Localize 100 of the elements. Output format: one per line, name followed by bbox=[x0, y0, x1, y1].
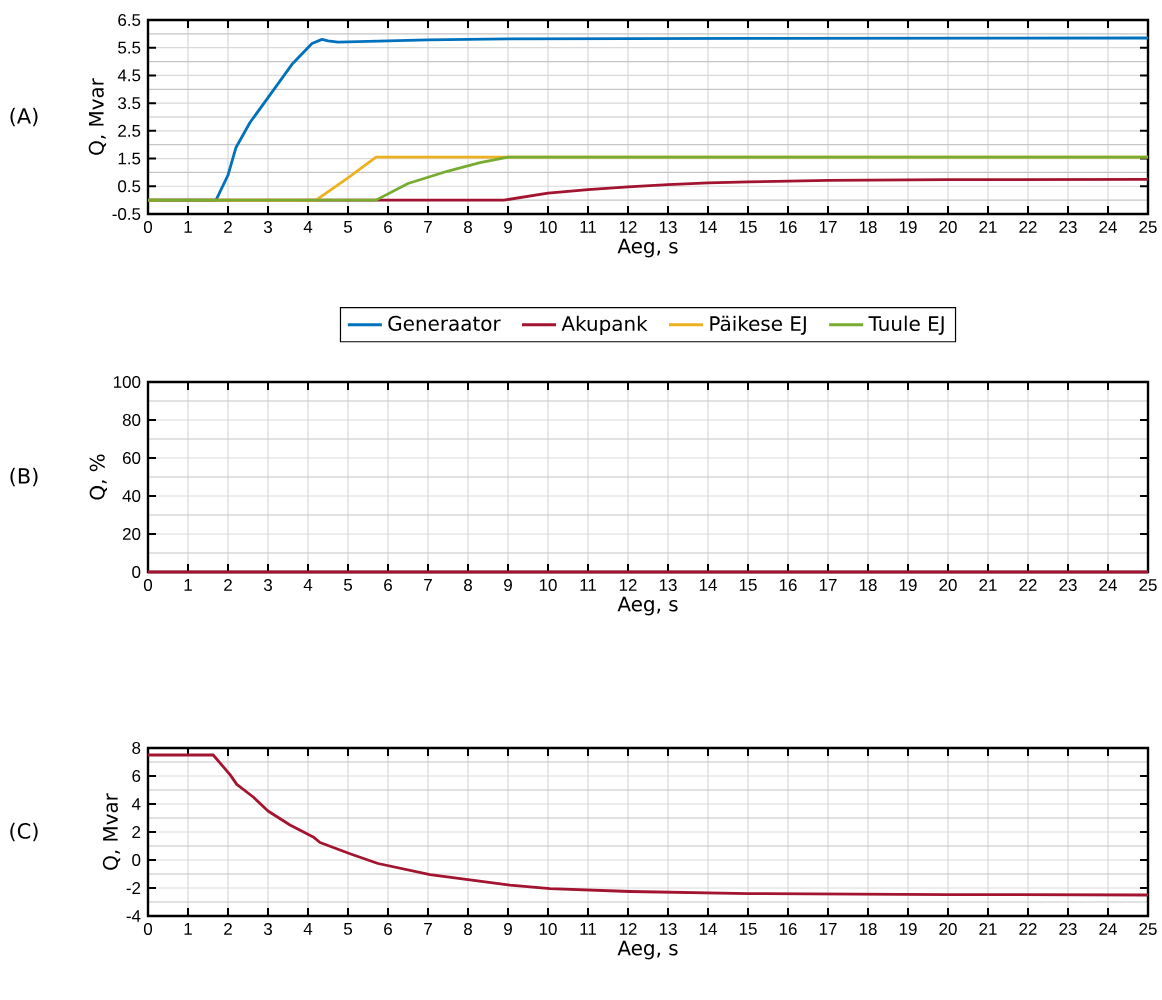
x-tick-label: 1 bbox=[184, 923, 192, 935]
x-tick-label: 17 bbox=[819, 221, 837, 233]
x-axis-title: Aeg, s bbox=[617, 940, 678, 960]
y-tick-label: 4.5 bbox=[117, 69, 141, 82]
legend-label: Generaator bbox=[388, 315, 501, 331]
x-tick-label: 1 bbox=[184, 221, 192, 233]
x-axis-title: Aeg, s bbox=[617, 238, 678, 258]
x-tick-label: 18 bbox=[859, 221, 877, 234]
y-tick-label: 2 bbox=[132, 826, 141, 838]
legend-label: Tuule EJ bbox=[868, 315, 944, 335]
x-tick-label: 5 bbox=[343, 221, 353, 233]
x-tick-label: 11 bbox=[580, 923, 596, 935]
x-tick-label: 23 bbox=[1059, 221, 1077, 234]
x-tick-label: 25 bbox=[1139, 923, 1157, 936]
x-tick-label: 15 bbox=[739, 923, 757, 935]
y-tick-label: 4 bbox=[131, 798, 141, 810]
y-tick-label: -4 bbox=[126, 910, 141, 922]
x-tick-label: 12 bbox=[619, 579, 637, 591]
y-axis-title: Q, Mvar bbox=[88, 78, 107, 155]
y-tick-label: -0.5 bbox=[112, 208, 141, 220]
y-tick-label: 6 bbox=[132, 770, 141, 782]
text: (A) bbox=[10, 107, 38, 127]
x-tick-label: 10 bbox=[539, 221, 557, 234]
x-tick-label: 1 bbox=[184, 579, 192, 591]
x-tick-label: 14 bbox=[699, 221, 717, 233]
x-tick-label: 12 bbox=[619, 221, 637, 233]
x-tick-label: 21 bbox=[979, 221, 997, 233]
y-tick-label: 2.5 bbox=[118, 124, 141, 137]
x-tick-label: 19 bbox=[899, 923, 917, 936]
y-tick-label: 60 bbox=[123, 452, 141, 464]
x-tick-label: 24 bbox=[1099, 923, 1117, 935]
x-tick-label: 3 bbox=[263, 579, 272, 592]
x-tick-label: 7 bbox=[424, 923, 432, 935]
x-tick-label: 7 bbox=[424, 221, 432, 233]
x-tick-label: 4 bbox=[303, 221, 313, 233]
x-tick-label: 20 bbox=[939, 221, 957, 234]
x-tick-label: 9 bbox=[504, 923, 512, 936]
x-tick-label: 13 bbox=[659, 579, 677, 592]
x-axis-title: Aeg, s bbox=[617, 596, 678, 616]
y-tick-label: 0 bbox=[132, 854, 141, 866]
x-tick-label: 6 bbox=[384, 221, 392, 234]
x-tick-label: 9 bbox=[504, 221, 512, 234]
x-tick-label: 3 bbox=[263, 221, 272, 234]
x-tick-label: 18 bbox=[859, 923, 877, 936]
x-tick-label: 2 bbox=[224, 923, 232, 935]
x-tick-label: 22 bbox=[1019, 923, 1037, 935]
x-tick-label: 25 bbox=[1139, 579, 1157, 592]
x-tick-label: 16 bbox=[779, 579, 797, 592]
y-tick-label: 80 bbox=[122, 414, 141, 426]
x-tick-label: 3 bbox=[263, 923, 272, 936]
x-tick-label: 15 bbox=[739, 221, 757, 233]
x-tick-label: 8 bbox=[464, 221, 472, 234]
x-tick-label: 20 bbox=[939, 923, 957, 936]
x-tick-label: 22 bbox=[1019, 221, 1037, 233]
x-tick-label: 14 bbox=[699, 579, 717, 591]
x-tick-label: 11 bbox=[580, 579, 596, 591]
text: (C) bbox=[10, 822, 38, 842]
x-tick-label: 5 bbox=[343, 923, 353, 935]
x-tick-label: 14 bbox=[699, 923, 717, 935]
y-tick-label: 6.5 bbox=[118, 14, 141, 26]
x-tick-label: 0 bbox=[143, 579, 153, 592]
y-tick-label: 3.5 bbox=[118, 97, 141, 110]
y-tick-label: -2 bbox=[126, 882, 141, 894]
x-tick-label: 23 bbox=[1059, 579, 1077, 592]
x-tick-label: 17 bbox=[819, 579, 837, 591]
x-tick-label: 4 bbox=[303, 579, 313, 591]
x-tick-label: 4 bbox=[303, 923, 313, 935]
x-tick-label: 16 bbox=[779, 923, 797, 936]
y-tick-label: 0 bbox=[132, 566, 141, 578]
x-tick-label: 6 bbox=[384, 923, 392, 936]
x-tick-label: 12 bbox=[619, 923, 637, 935]
legend-label: Päikese EJ bbox=[710, 315, 806, 335]
x-tick-label: 19 bbox=[899, 579, 917, 592]
x-tick-label: 24 bbox=[1099, 221, 1117, 233]
x-tick-label: 6 bbox=[384, 579, 392, 592]
x-tick-label: 13 bbox=[659, 221, 677, 234]
x-tick-label: 0 bbox=[143, 221, 153, 234]
x-tick-label: 11 bbox=[580, 221, 596, 233]
y-axis-title: Q, % bbox=[89, 454, 108, 500]
x-tick-label: 0 bbox=[143, 923, 153, 936]
text: (B) bbox=[10, 467, 38, 487]
y-tick-label: 40 bbox=[122, 490, 141, 502]
y-tick-label: 100 bbox=[113, 376, 141, 388]
x-tick-label: 2 bbox=[224, 221, 232, 233]
y-tick-label: 5.5 bbox=[118, 41, 141, 54]
x-tick-label: 24 bbox=[1099, 579, 1117, 591]
legend-label: Akupank bbox=[561, 315, 648, 335]
x-tick-label: 22 bbox=[1019, 579, 1037, 591]
x-tick-label: 25 bbox=[1139, 221, 1157, 234]
x-tick-label: 7 bbox=[424, 579, 432, 591]
x-tick-label: 21 bbox=[979, 579, 997, 591]
x-tick-label: 17 bbox=[819, 923, 837, 935]
y-tick-label: 20 bbox=[122, 528, 141, 540]
y-tick-label: 1.5 bbox=[118, 152, 141, 165]
x-tick-label: 23 bbox=[1059, 923, 1077, 936]
x-tick-label: 10 bbox=[539, 579, 557, 592]
x-tick-label: 9 bbox=[504, 579, 512, 592]
x-tick-label: 2 bbox=[224, 579, 232, 591]
x-tick-label: 19 bbox=[899, 221, 917, 234]
x-tick-label: 8 bbox=[464, 923, 472, 936]
